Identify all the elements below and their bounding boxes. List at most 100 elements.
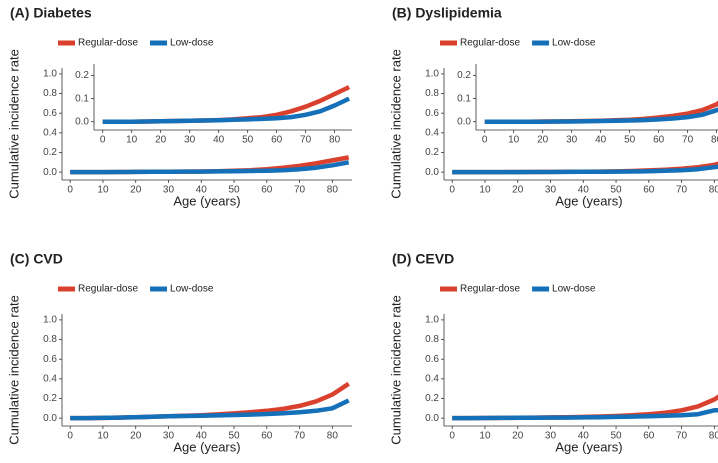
x-tick-label: 60 [653,135,665,146]
y-tick-label: 0.0 [457,116,471,127]
y-tick-label: 0.0 [425,413,439,424]
x-tick-label: 20 [512,185,524,196]
x-tick-label: 40 [213,135,225,146]
x-tick-label: 40 [578,431,590,442]
y-tick-label: 0.8 [43,334,57,345]
x-tick-label: 60 [261,185,273,196]
y-tick-label: 0.2 [75,70,89,81]
x-tick-label: 50 [228,185,240,196]
y-tick-label: 0.4 [425,127,439,138]
x-tick-label: 60 [643,185,655,196]
x-tick-label: 50 [242,135,254,146]
series-line [452,408,718,421]
x-tick-label: 70 [676,185,688,196]
x-tick-label: 70 [300,135,312,146]
x-tick-label: 50 [610,185,622,196]
y-tick-label: 0.2 [43,393,57,404]
x-tick-label: 30 [184,135,196,146]
y-tick-label: 1.0 [425,315,439,326]
x-tick-label: 10 [97,185,109,196]
y-tick-label: 0.8 [425,334,439,345]
x-tick-label: 50 [610,431,622,442]
x-tick-label: 20 [537,135,549,146]
y-tick-label: 0.0 [43,413,57,424]
x-tick-label: 70 [294,431,306,442]
y-tick-label: 1.0 [43,315,57,326]
x-tick-label: 0 [67,431,73,442]
x-tick-label: 80 [711,135,718,146]
x-tick-label: 70 [294,185,306,196]
chart-title: (C) CVD [10,251,63,267]
y-tick-label: 0.6 [425,108,439,119]
legend-label: Regular-dose [78,284,138,295]
x-tick-label: 30 [545,185,557,196]
y-tick-label: 0.2 [425,393,439,404]
legend-label: Low-dose [552,38,596,49]
y-tick-label: 0.0 [43,167,57,178]
inset-bg [84,62,352,135]
x-tick-label: 40 [595,135,607,146]
x-tick-label: 30 [163,185,175,196]
x-tick-label: 30 [163,431,175,442]
x-tick-label: 0 [100,135,106,146]
series-line [102,96,351,124]
x-tick-label: 20 [155,135,167,146]
x-tick-label: 80 [709,185,718,196]
x-tick-label: 70 [682,135,694,146]
y-tick-label: 1.0 [425,69,439,80]
x-tick-label: 50 [228,431,240,442]
y-tick-label: 0.1 [457,93,471,104]
series-line [452,164,718,175]
y-tick-label: 0.1 [75,93,89,104]
legend-label: Regular-dose [460,38,520,49]
x-tick-label: 20 [130,431,142,442]
x-tick-label: 10 [508,135,520,146]
x-tick-label: 80 [327,431,339,442]
chart-title: (B) Dyslipidemia [392,5,502,21]
y-tick-label: 0.8 [425,88,439,99]
x-axis-title: Age (years) [173,439,240,454]
legend-label: Regular-dose [460,284,520,295]
series-line [70,160,350,175]
x-tick-label: 10 [479,185,491,196]
y-tick-label: 0.4 [43,373,57,384]
x-tick-label: 0 [449,185,455,196]
series-line [484,107,718,124]
y-axis-title: Cumulative incidence rate [6,49,21,199]
y-tick-label: 0.4 [425,373,439,384]
x-tick-label: 80 [709,431,718,442]
legend-label: Regular-dose [78,38,138,49]
y-axis-title: Cumulative incidence rate [388,295,403,445]
y-tick-label: 0.2 [425,147,439,158]
legend-label: Low-dose [170,284,214,295]
y-tick-label: 0.6 [43,108,57,119]
x-tick-label: 20 [130,185,142,196]
x-axis-title: Age (years) [173,193,240,208]
x-tick-label: 80 [329,135,341,146]
x-tick-label: 60 [643,431,655,442]
x-tick-label: 0 [67,185,73,196]
x-tick-label: 10 [126,135,138,146]
y-tick-label: 0.2 [43,147,57,158]
x-tick-label: 40 [196,185,208,196]
x-tick-label: 30 [545,431,557,442]
x-axis-title: Age (years) [555,193,622,208]
x-tick-label: 10 [479,431,491,442]
x-tick-label: 70 [676,431,688,442]
x-tick-label: 60 [261,431,273,442]
y-tick-label: 0.6 [43,354,57,365]
series-line [70,398,350,421]
x-tick-label: 40 [196,431,208,442]
y-tick-label: 0.8 [43,88,57,99]
x-axis-title: Age (years) [555,439,622,454]
x-tick-label: 50 [624,135,636,146]
y-tick-label: 0.0 [75,116,89,127]
x-tick-label: 40 [578,185,590,196]
x-tick-label: 0 [449,431,455,442]
y-axis-title: Cumulative incidence rate [388,49,403,199]
x-tick-label: 20 [512,431,524,442]
y-tick-label: 0.2 [457,70,471,81]
y-tick-label: 0.6 [425,354,439,365]
legend-label: Low-dose [170,38,214,49]
